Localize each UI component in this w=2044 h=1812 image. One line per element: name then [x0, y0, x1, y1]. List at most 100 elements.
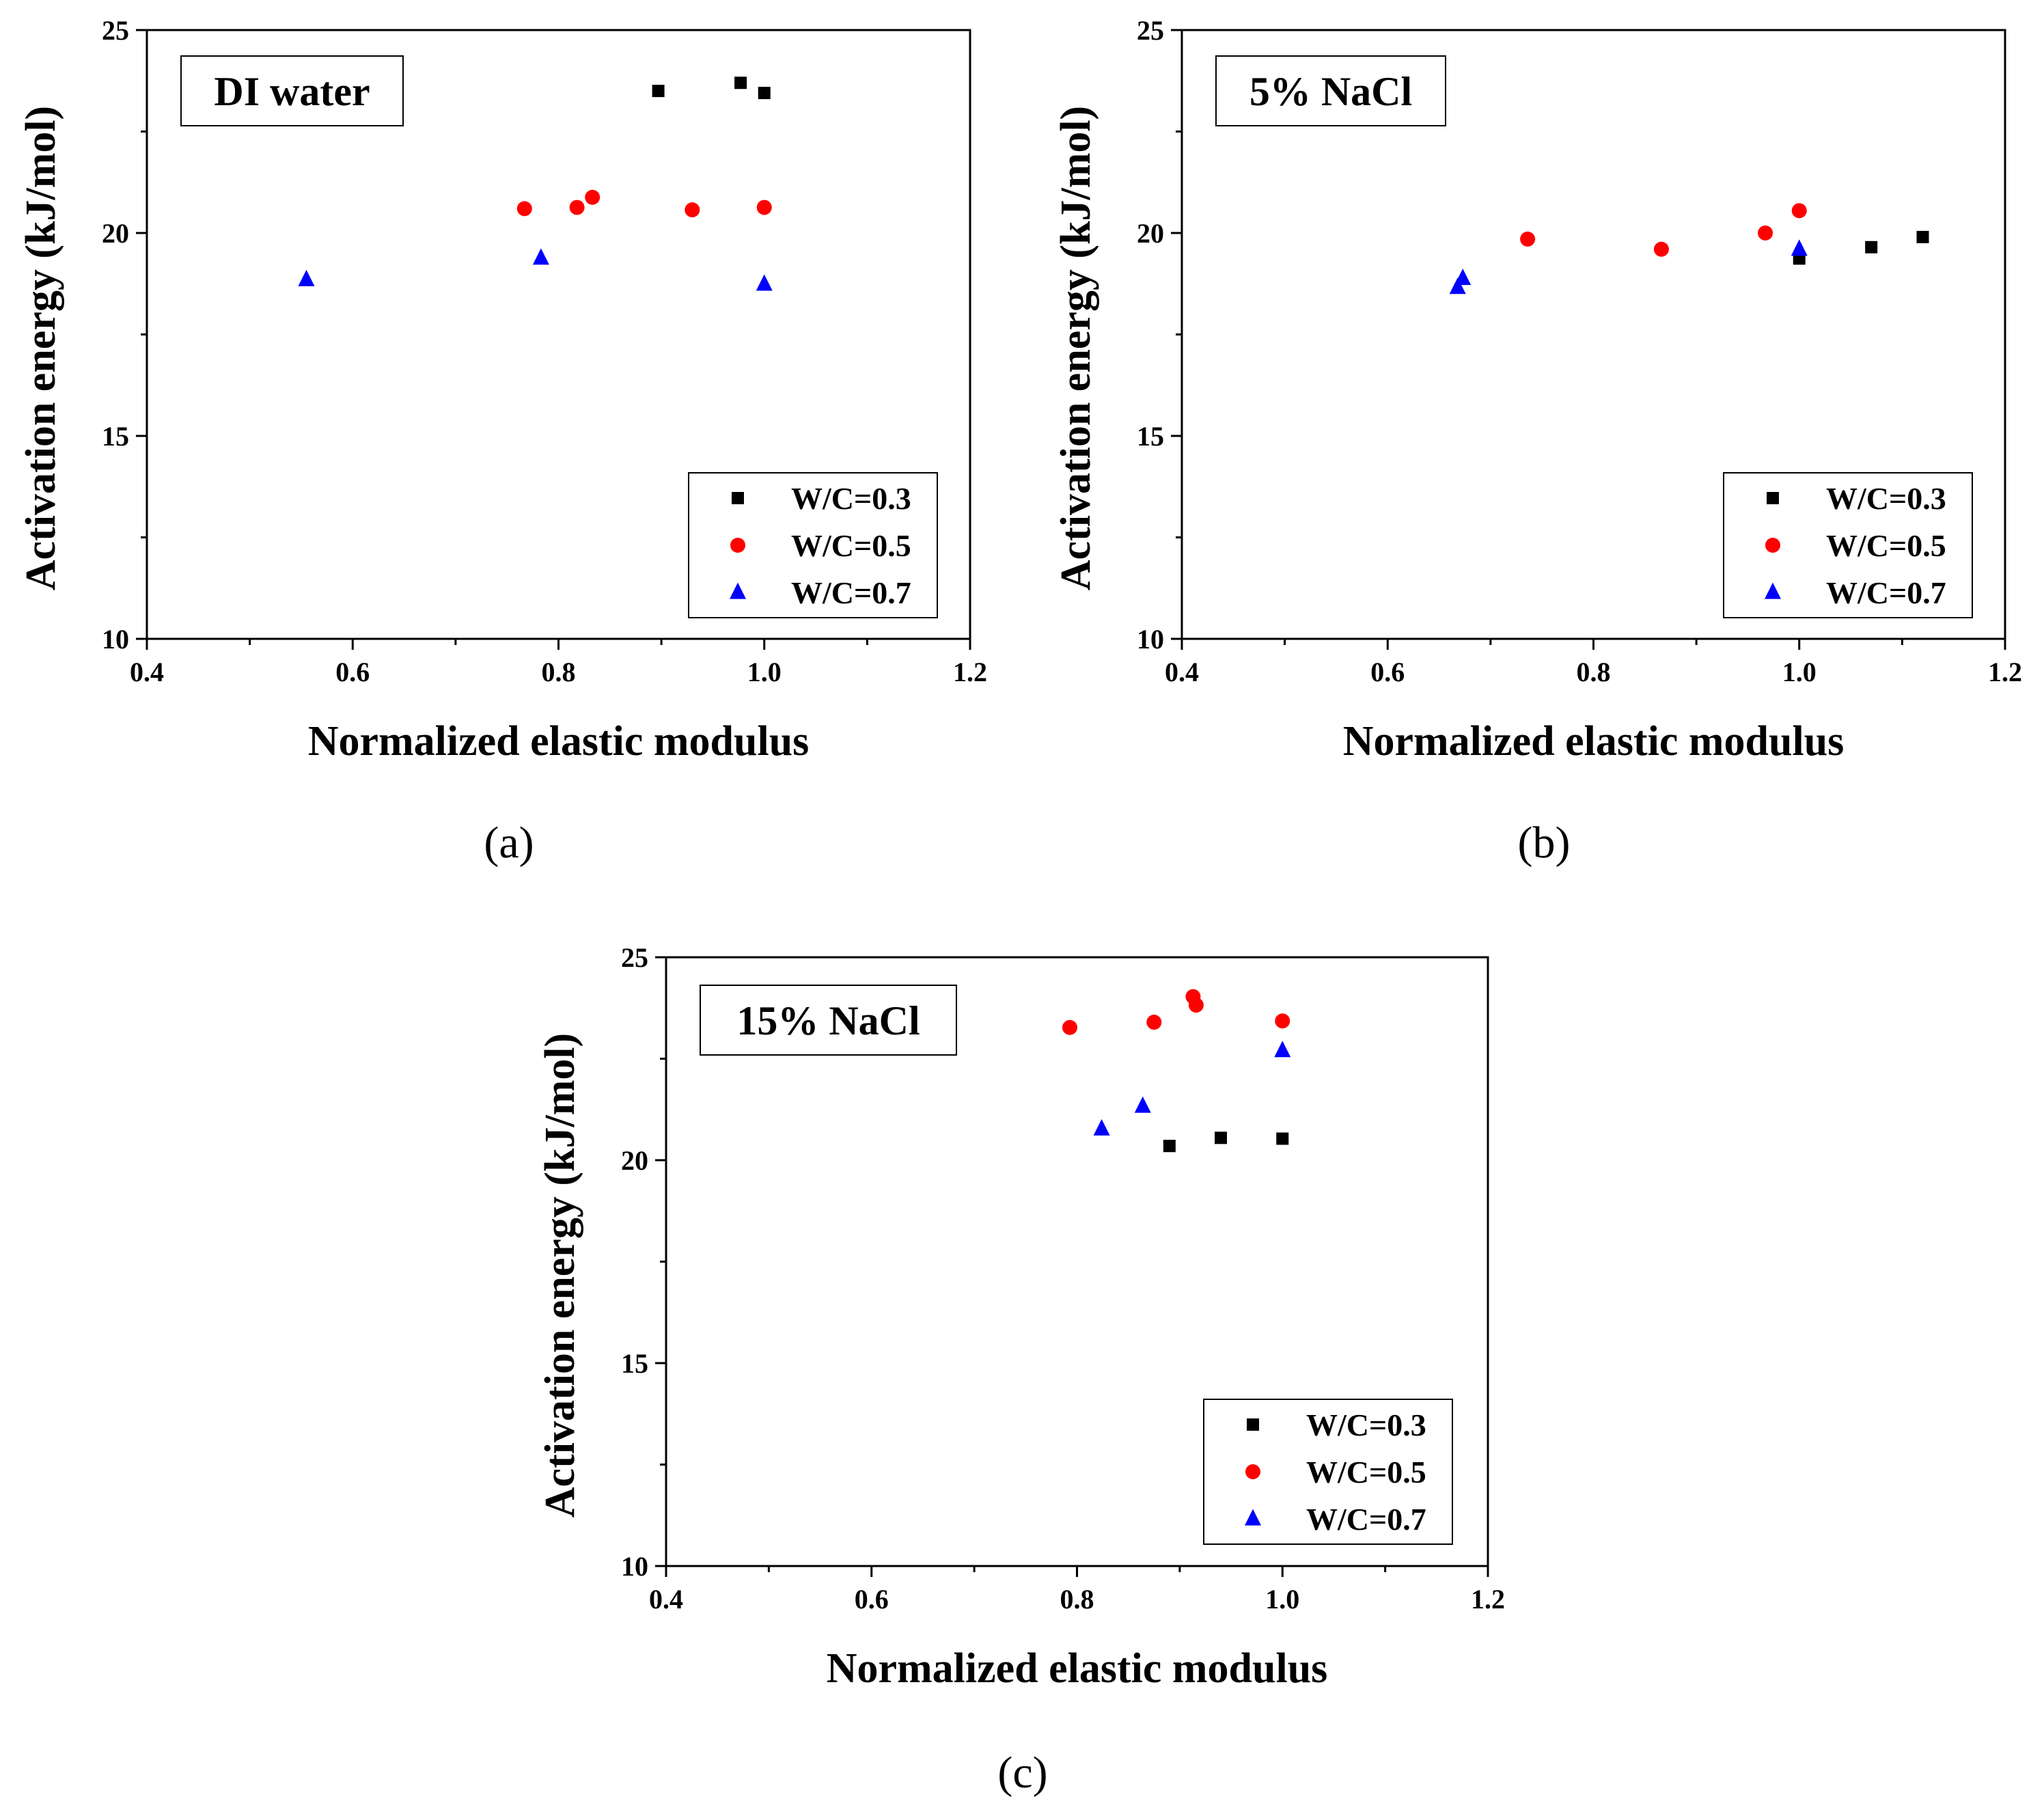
data-point: [569, 200, 585, 215]
data-point: [734, 77, 747, 90]
legend-label: W/C=0.3: [1826, 481, 1946, 516]
panel-b: 0.4 0.6 0.8 1.0 1.2 10 15 20 25 Normalized elasti…: [1053, 15, 2022, 868]
data-point: [532, 248, 549, 265]
series-03: [1163, 1131, 1289, 1153]
y-tick-label: 25: [621, 942, 648, 973]
y-tick-label: 20: [1137, 218, 1164, 249]
data-point: [1865, 241, 1878, 253]
data-point: [1758, 225, 1773, 241]
legend-marker: [1247, 1418, 1259, 1431]
data-point: [1275, 1013, 1290, 1029]
panel-a: 0.4 0.6 0.8 1.0 1.2 10 15 20 25 Normalized elasti…: [18, 15, 987, 868]
y-tick-label: 15: [621, 1348, 648, 1379]
y-axis-title: Activation energy (kJ/mol): [18, 106, 64, 590]
y-tick-label: 20: [621, 1145, 648, 1176]
annotation-label: 5% NaCl: [1249, 69, 1412, 114]
panel-label: (a): [484, 818, 534, 868]
data-point: [1163, 1140, 1176, 1153]
legend-label: W/C=0.3: [791, 481, 911, 516]
legend-label: W/C=0.7: [791, 575, 911, 610]
x-tick-label: 0.8: [1577, 657, 1611, 687]
y-tick-label: 10: [102, 624, 129, 655]
data-point: [1653, 241, 1669, 257]
legend-marker: [730, 538, 745, 553]
legend-marker: [1245, 1509, 1261, 1526]
data-point: [585, 189, 600, 205]
data-point: [1449, 277, 1466, 294]
data-point: [685, 202, 700, 218]
x-axis-title: Normalized elastic modulus: [1343, 718, 1845, 765]
annotation-box: [1215, 55, 1446, 126]
data-point: [756, 274, 773, 291]
y-tick-label: 10: [1137, 624, 1164, 655]
legend-marker: [1767, 492, 1779, 504]
x-tick-label: 0.6: [855, 1584, 889, 1615]
legend-marker: [1765, 582, 1781, 599]
series-03: [1793, 230, 1929, 265]
y-tick-label: 25: [1137, 15, 1164, 46]
y-tick-label: 15: [1137, 421, 1164, 452]
series-07: [298, 248, 773, 291]
x-tick-label: 1.2: [1471, 1584, 1505, 1615]
data-point: [1062, 1019, 1077, 1035]
series-05: [1520, 203, 1807, 257]
panel-c: 0.4 0.6 0.8 1.0 1.2 10 15 20 25 Normalized elasti…: [537, 942, 1505, 1798]
y-tick-label: 10: [621, 1551, 648, 1582]
data-point: [1274, 1041, 1291, 1058]
x-tick-label: 1.2: [1988, 657, 2022, 687]
y-axis-title: Activation energy (kJ/mol): [1053, 106, 1099, 590]
legend-marker: [1765, 538, 1780, 553]
annotation-label: 15% NaCl: [736, 998, 920, 1043]
data-point: [1791, 239, 1808, 256]
legend-label: W/C=0.7: [1826, 575, 1946, 610]
x-tick-label: 1.2: [953, 657, 987, 687]
x-tick-label: 0.4: [649, 1584, 683, 1615]
legend-label: W/C=0.5: [1826, 528, 1946, 563]
x-tick-label: 0.4: [130, 657, 164, 687]
legend-label: W/C=0.5: [791, 528, 911, 563]
data-point: [1916, 230, 1929, 243]
panel-label: (c): [997, 1748, 1047, 1798]
data-point: [1215, 1131, 1228, 1144]
series-05: [1062, 989, 1290, 1035]
data-point: [758, 87, 771, 100]
x-tick-label: 1.0: [1782, 657, 1817, 687]
y-tick-label: 15: [102, 421, 129, 452]
x-tick-label: 0.8: [1060, 1584, 1094, 1615]
legend-box: [1203, 1399, 1453, 1545]
legend: W/C=0.3 W/C=0.5 W/C=0.7: [688, 472, 938, 618]
legend-box: [688, 472, 938, 618]
legend-marker: [730, 582, 746, 599]
data-point: [516, 201, 532, 217]
y-tick-label: 25: [102, 15, 129, 46]
y-axis-title: Activation energy (kJ/mol): [537, 1033, 583, 1518]
data-point: [1454, 269, 1472, 286]
x-tick-label: 0.8: [542, 657, 576, 687]
annotation-box: [180, 55, 404, 126]
x-tick-label: 0.6: [335, 657, 370, 687]
y-tick-label: 20: [102, 218, 129, 249]
legend-label: W/C=0.3: [1306, 1408, 1426, 1442]
x-tick-label: 1.0: [1265, 1584, 1299, 1615]
data-point: [652, 85, 665, 98]
x-tick-label: 1.0: [747, 657, 782, 687]
series-05: [516, 189, 772, 218]
data-point: [1520, 231, 1536, 247]
x-axis-title: Normalized elastic modulus: [827, 1645, 1328, 1692]
series-07: [1449, 239, 1808, 294]
x-tick-label: 0.6: [1370, 657, 1405, 687]
legend-marker: [732, 492, 744, 504]
data-point: [298, 269, 315, 286]
data-point: [1146, 1015, 1162, 1030]
legend-box: [1723, 472, 1973, 618]
annotation-box: [700, 985, 957, 1056]
data-point: [1791, 203, 1807, 219]
series-03: [652, 77, 771, 100]
legend-label: W/C=0.7: [1306, 1502, 1426, 1537]
legend: W/C=0.3 W/C=0.5 W/C=0.7: [1723, 472, 1973, 618]
x-axis-title: Normalized elastic modulus: [308, 718, 810, 765]
annotation-label: DI water: [214, 69, 370, 114]
data-point: [1134, 1096, 1151, 1113]
data-point: [1093, 1118, 1110, 1136]
x-tick-label: 0.4: [1165, 657, 1199, 687]
